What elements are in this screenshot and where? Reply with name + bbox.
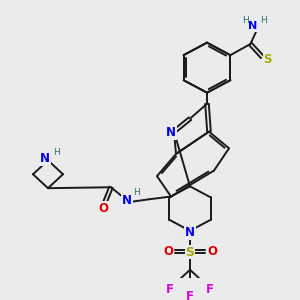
Text: H: H [52,148,59,158]
Text: O: O [163,245,173,258]
Text: O: O [207,245,217,258]
Text: H: H [133,188,140,197]
Text: N: N [166,126,176,139]
Text: N: N [40,152,50,165]
Text: N: N [248,21,257,32]
Text: H: H [260,16,267,26]
Text: H: H [242,16,249,26]
Text: N: N [185,226,195,239]
Text: O: O [98,202,108,215]
Text: F: F [206,283,214,296]
Text: S: S [185,246,194,259]
Text: S: S [263,53,272,66]
Text: N: N [122,194,132,207]
Text: F: F [166,283,174,296]
Text: F: F [186,290,194,300]
